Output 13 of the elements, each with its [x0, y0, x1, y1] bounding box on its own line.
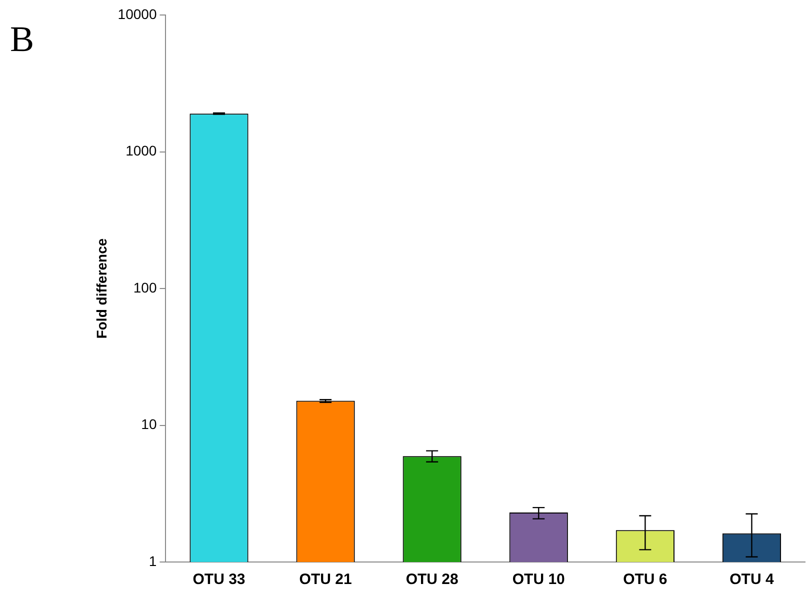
x-tick-label: OTU 6: [623, 571, 668, 588]
y-axis-title: Fold difference: [93, 238, 110, 339]
y-tick-label: 1000: [126, 142, 157, 159]
text: B: [10, 18, 34, 60]
y-tick-label: 10000: [118, 6, 157, 22]
y-tick-label: 100: [133, 279, 157, 296]
x-tick-label: OTU 28: [406, 571, 458, 588]
x-tick-label: OTU 21: [299, 571, 352, 588]
x-tick-label: OTU 4: [730, 571, 774, 588]
x-tick-label: OTU 10: [512, 571, 565, 588]
y-tick-label: 10: [141, 416, 157, 432]
y-tick-label: 1: [148, 552, 157, 569]
x-tick-label: OTU 33: [192, 571, 246, 588]
